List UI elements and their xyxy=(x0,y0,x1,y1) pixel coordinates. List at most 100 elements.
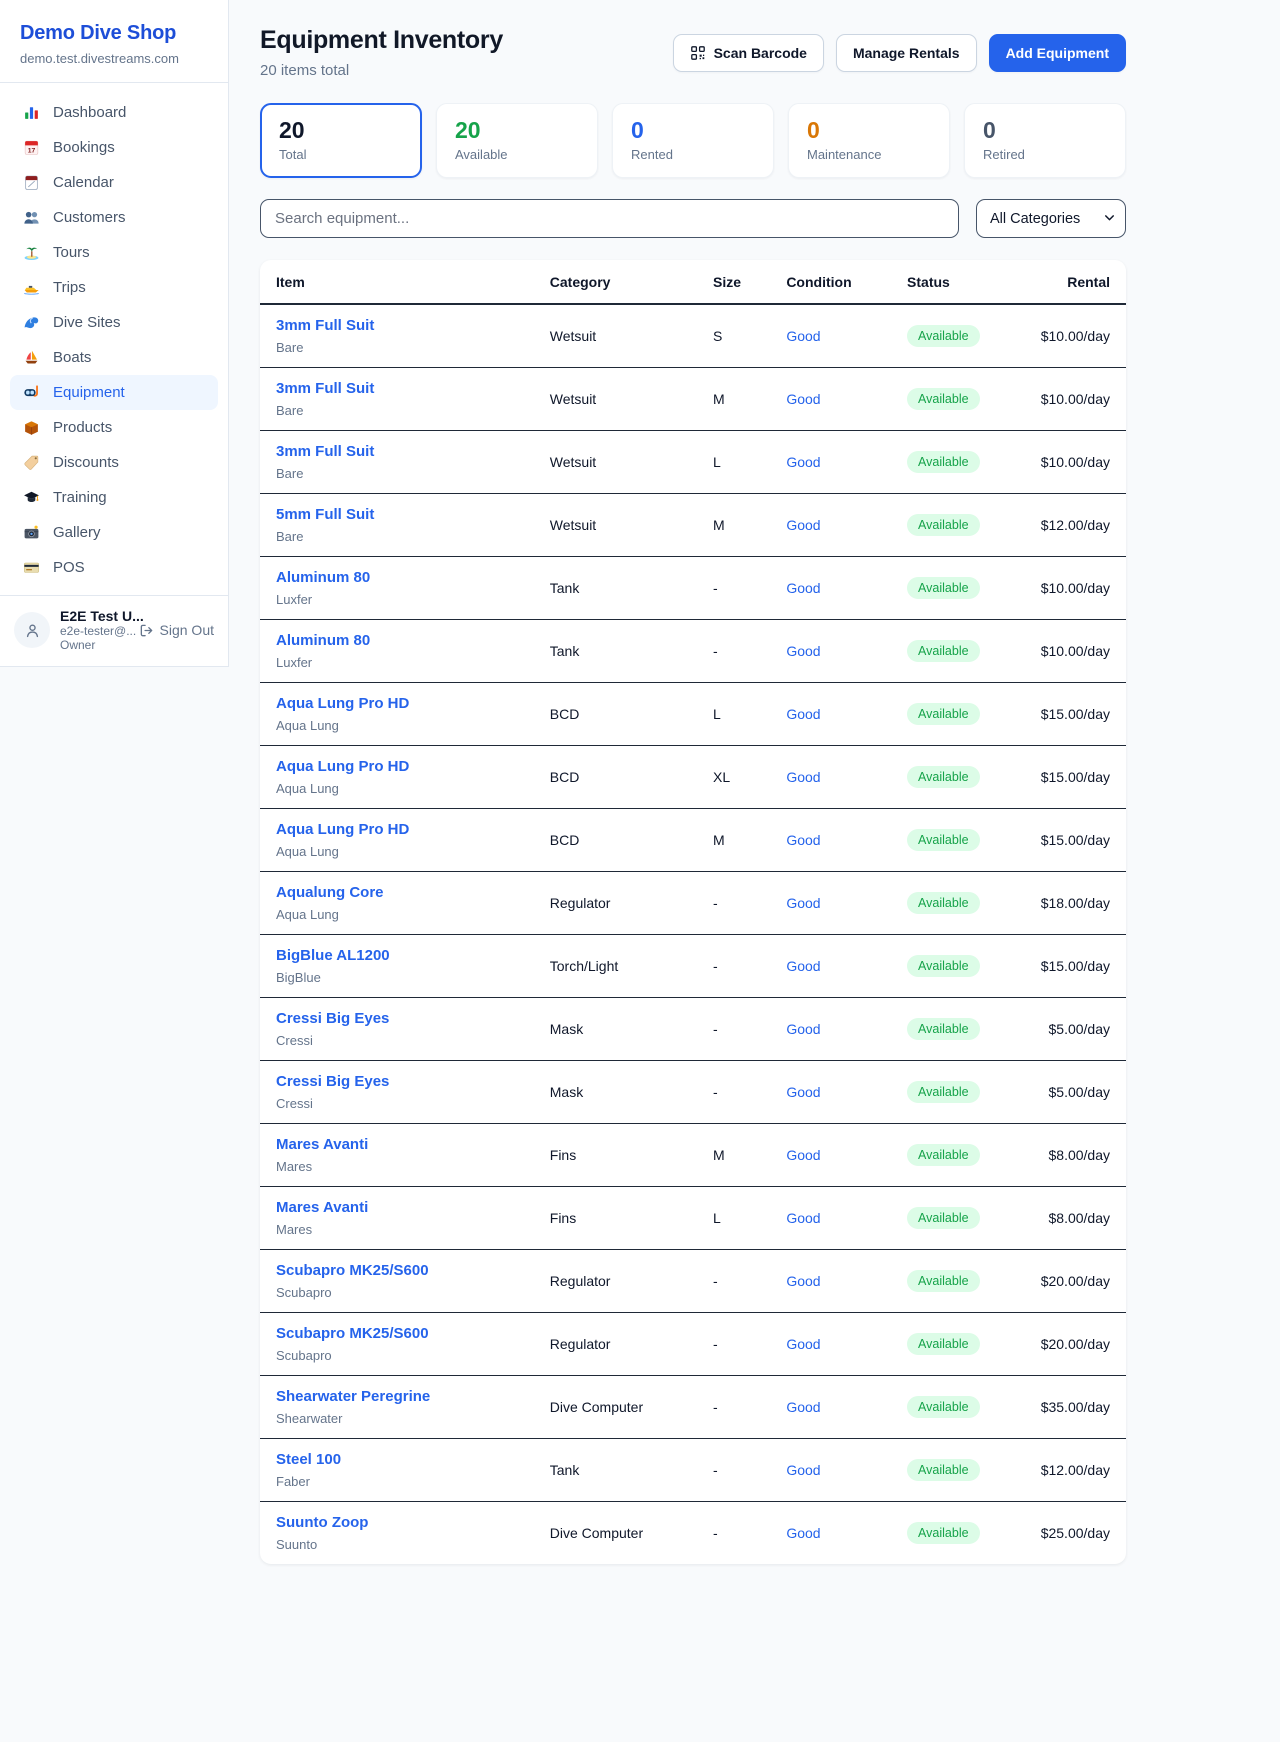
status-badge: Available xyxy=(907,955,980,977)
item-name-link[interactable]: Aluminum 80 xyxy=(276,632,371,649)
item-name-link[interactable]: 3mm Full Suit xyxy=(276,317,375,334)
item-brand: Mares xyxy=(276,1222,313,1237)
status-badge: Available xyxy=(907,829,980,851)
item-name-link[interactable]: 5mm Full Suit xyxy=(276,506,375,523)
condition-link[interactable]: Good xyxy=(786,832,821,848)
stat-card-rented[interactable]: 0 Rented xyxy=(612,103,774,178)
item-name-link[interactable]: 3mm Full Suit xyxy=(276,443,375,460)
table-row: Mares Avanti Mares Fins M Good Available… xyxy=(260,1124,1126,1187)
condition-link[interactable]: Good xyxy=(786,958,821,974)
sidebar-item-dive-sites[interactable]: Dive Sites xyxy=(10,305,218,340)
condition-link[interactable]: Good xyxy=(786,1399,821,1415)
condition-link[interactable]: Good xyxy=(786,1210,821,1226)
sidebar-item-trips[interactable]: Trips xyxy=(10,270,218,305)
sidebar-item-tours[interactable]: Tours xyxy=(10,235,218,270)
tag-icon xyxy=(22,454,40,471)
item-cell: Shearwater Peregrine Shearwater xyxy=(260,1376,534,1439)
item-name-link[interactable]: Scubapro MK25/S600 xyxy=(276,1325,429,1342)
sidebar-column: Demo Dive Shop demo.test.divestreams.com… xyxy=(0,0,229,667)
sidebar-item-boats[interactable]: Boats xyxy=(10,340,218,375)
stat-card-available[interactable]: 20 Available xyxy=(436,103,598,178)
stat-card-retired[interactable]: 0 Retired xyxy=(964,103,1126,178)
sign-out-icon xyxy=(140,624,152,636)
stat-value: 0 xyxy=(983,117,996,143)
condition-link[interactable]: Good xyxy=(786,1462,821,1478)
condition-link[interactable]: Good xyxy=(786,1021,821,1037)
sidebar-item-training[interactable]: Training xyxy=(10,480,218,515)
item-name-link[interactable]: Aqua Lung Pro HD xyxy=(276,695,410,712)
sidebar-item-discounts[interactable]: Discounts xyxy=(10,445,218,480)
sidebar-item-customers[interactable]: Customers xyxy=(10,200,218,235)
sidebar-item-equipment[interactable]: Equipment xyxy=(10,375,218,410)
sign-out-button[interactable]: Sign Out xyxy=(139,622,214,638)
category-select[interactable]: All Categories xyxy=(976,199,1126,238)
sidebar-item-label: Dive Sites xyxy=(53,314,121,331)
sidebar-item-label: Discounts xyxy=(53,454,119,471)
item-name-link[interactable]: Aqualung Core xyxy=(276,884,384,901)
category-cell: Tank xyxy=(549,580,580,596)
sidebar-item-gallery[interactable]: Gallery xyxy=(10,515,218,550)
category-select-wrap: All Categories xyxy=(976,199,1126,238)
rental-cell: $15.00/day xyxy=(1025,809,1126,872)
notepad-calendar-icon xyxy=(22,174,40,191)
status-badge: Available xyxy=(907,451,980,473)
table-row: Aqua Lung Pro HD Aqua Lung BCD XL Good A… xyxy=(260,746,1126,809)
manage-rentals-button[interactable]: Manage Rentals xyxy=(835,33,977,72)
sidebar-item-pos[interactable]: POS xyxy=(10,550,218,585)
stat-card-maintenance[interactable]: 0 Maintenance xyxy=(788,103,950,178)
condition-link[interactable]: Good xyxy=(786,454,821,470)
qr-code-icon xyxy=(690,45,705,60)
size-cell: - xyxy=(712,1021,718,1037)
item-name-link[interactable]: Mares Avanti xyxy=(276,1136,369,1153)
size-cell: M xyxy=(712,391,725,407)
condition-link[interactable]: Good xyxy=(786,643,821,659)
sidebar-item-bookings[interactable]: 17 Bookings xyxy=(10,130,218,165)
size-cell: M xyxy=(712,832,725,848)
item-name-link[interactable]: Aqua Lung Pro HD xyxy=(276,758,410,775)
table-row: Aluminum 80 Luxfer Tank - Good Available… xyxy=(260,620,1126,683)
item-name-link[interactable]: BigBlue AL1200 xyxy=(276,947,390,964)
category-cell: Regulator xyxy=(549,1336,611,1352)
item-name-link[interactable]: Suunto Zoop xyxy=(276,1514,369,1531)
condition-link[interactable]: Good xyxy=(786,706,821,722)
condition-link[interactable]: Good xyxy=(786,580,821,596)
item-name-link[interactable]: Scubapro MK25/S600 xyxy=(276,1262,429,1279)
item-brand: Faber xyxy=(276,1474,310,1489)
palm-island-icon xyxy=(22,244,40,261)
stat-card-total[interactable]: 20 Total xyxy=(260,103,422,178)
sidebar-item-products[interactable]: Products xyxy=(10,410,218,445)
condition-link[interactable]: Good xyxy=(786,517,821,533)
condition-link[interactable]: Good xyxy=(786,1147,821,1163)
status-cell: Available xyxy=(891,1250,1025,1313)
status-badge: Available xyxy=(907,1081,980,1103)
item-name-link[interactable]: Aqua Lung Pro HD xyxy=(276,821,410,838)
rental-cell: $10.00/day xyxy=(1025,304,1126,368)
size-cell: - xyxy=(712,1525,718,1541)
item-name-link[interactable]: Cressi Big Eyes xyxy=(276,1010,390,1027)
sidebar-item-calendar[interactable]: Calendar xyxy=(10,165,218,200)
sidebar-item-label: Dashboard xyxy=(53,104,127,121)
condition-cell: Good xyxy=(770,872,891,935)
scan-barcode-button[interactable]: Scan Barcode xyxy=(672,33,824,72)
rental-cell: $12.00/day xyxy=(1025,494,1126,557)
condition-link[interactable]: Good xyxy=(786,1525,821,1541)
item-name-link[interactable]: Aluminum 80 xyxy=(276,569,371,586)
item-name-link[interactable]: 3mm Full Suit xyxy=(276,380,375,397)
wave-icon xyxy=(22,314,40,331)
condition-link[interactable]: Good xyxy=(786,895,821,911)
sidebar-item-dashboard[interactable]: Dashboard xyxy=(10,95,218,130)
condition-link[interactable]: Good xyxy=(786,1336,821,1352)
item-name-link[interactable]: Shearwater Peregrine xyxy=(276,1388,431,1405)
item-name-link[interactable]: Steel 100 xyxy=(276,1451,342,1468)
item-brand: Bare xyxy=(276,403,304,418)
condition-link[interactable]: Good xyxy=(786,391,821,407)
add-equipment-button[interactable]: Add Equipment xyxy=(988,33,1126,72)
search-input[interactable] xyxy=(260,199,959,238)
condition-link[interactable]: Good xyxy=(786,1084,821,1100)
condition-cell: Good xyxy=(770,809,891,872)
item-name-link[interactable]: Mares Avanti xyxy=(276,1199,369,1216)
condition-link[interactable]: Good xyxy=(786,1273,821,1289)
condition-link[interactable]: Good xyxy=(786,328,821,344)
condition-link[interactable]: Good xyxy=(786,769,821,785)
item-name-link[interactable]: Cressi Big Eyes xyxy=(276,1073,390,1090)
